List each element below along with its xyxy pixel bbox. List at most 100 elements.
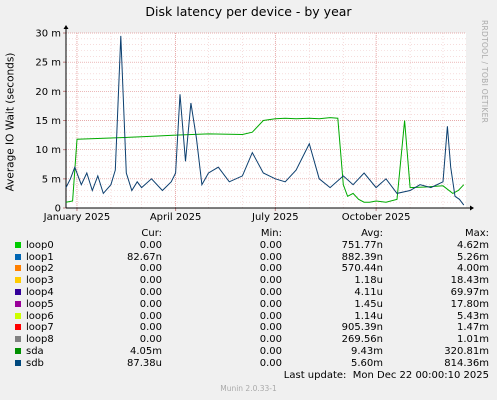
legend-name: loop2	[26, 263, 54, 275]
legend-cur: 87.38u	[127, 357, 162, 369]
legend-name: loop5	[26, 298, 54, 310]
legend-row-loop5: loop5 0.00 0.00 1.45u 17.80m	[12, 299, 492, 311]
x-axis-arrow	[470, 205, 474, 211]
legend-min: 0.00	[259, 345, 282, 357]
x-tick-label: April 2025	[150, 212, 201, 223]
legend-row-loop6: loop6 0.00 0.00 1.14u 5.43m	[12, 311, 492, 323]
legend-header-max: Max:	[464, 228, 489, 239]
legend-header-avg: Avg:	[361, 228, 383, 239]
legend-name: loop6	[26, 310, 54, 322]
legend-swatch	[15, 312, 21, 319]
legend-avg: 5.60m	[350, 357, 383, 369]
legend-row-loop4: loop4 0.00 0.00 4.11u 69.97m	[12, 287, 492, 299]
legend-rows: loop0 0.00 0.00 751.77n 4.62m loop1 82.67n 0.00…	[12, 240, 492, 370]
legend-min: 0.00	[259, 239, 282, 251]
legend-min: 0.00	[259, 298, 282, 310]
legend-row-sda: sda 4.05m 0.00 9.43m 320.81m	[12, 346, 492, 358]
legend-max: 4.62m	[456, 239, 489, 251]
legend-swatch	[15, 288, 21, 295]
series-line-sda	[65, 117, 465, 203]
legend-cur: 0.00	[139, 334, 162, 346]
x-tick-label: January 2025	[43, 212, 111, 223]
legend-min: 0.00	[259, 334, 282, 346]
legend-swatch	[15, 324, 21, 331]
legend-swatch	[15, 359, 21, 366]
legend-row-loop7: loop7 0.00 0.00 905.39n 1.47m	[12, 322, 492, 334]
legend-swatch	[15, 241, 21, 248]
legend-min: 0.00	[259, 310, 282, 322]
legend-cur: 0.00	[139, 263, 162, 275]
y-tick-label: 15 m	[35, 116, 61, 127]
legend-name: sdb	[26, 357, 44, 369]
series-line-sdb	[65, 35, 465, 206]
legend-cur: 82.67n	[127, 251, 162, 263]
legend-header: Cur: Min: Avg: Max:	[12, 228, 492, 240]
legend-avg: 1.18u	[354, 275, 383, 287]
legend-min: 0.00	[259, 275, 282, 287]
legend-cur: 0.00	[139, 275, 162, 287]
y-tick-label: 0	[55, 204, 61, 215]
rrdtool-watermark: RRDTOOL / TOBI OETIKER	[480, 20, 489, 124]
legend-cur: 0.00	[139, 322, 162, 334]
legend-swatch	[15, 265, 21, 272]
legend-row-loop8: loop8 0.00 0.00 269.56n 1.01m	[12, 334, 492, 346]
legend-max: 5.26m	[456, 251, 489, 263]
chart-plot: 0 5 m 10 m 15 m 20 m 25 m 30 m January 2025 Apri…	[35, 25, 474, 223]
chart-title: Disk latency per device - by year	[145, 4, 352, 19]
legend-cur: 0.00	[139, 310, 162, 322]
legend-avg: 1.45u	[354, 298, 383, 310]
legend-name: loop1	[26, 251, 54, 263]
legend-min: 0.00	[259, 286, 282, 298]
y-tick-label: 30 m	[35, 29, 61, 40]
legend-avg: 905.39n	[341, 322, 383, 334]
x-tick-label: July 2025	[251, 212, 299, 223]
legend-min: 0.00	[259, 357, 282, 369]
legend-avg: 570.44n	[341, 263, 383, 275]
legend-max: 1.47m	[456, 322, 489, 334]
munin-version: Munin 2.0.33-1	[220, 384, 277, 393]
legend-max: 320.81m	[444, 345, 489, 357]
legend-swatch	[15, 277, 21, 284]
legend-max: 18.43m	[450, 275, 489, 287]
legend-header-min: Min:	[260, 228, 282, 239]
legend-swatch	[15, 300, 21, 307]
legend-name: loop0	[26, 239, 54, 251]
legend-max: 69.97m	[450, 286, 489, 298]
y-tick-label: 5 m	[42, 174, 61, 185]
legend-name: loop3	[26, 275, 54, 287]
legend-min: 0.00	[259, 322, 282, 334]
legend-max: 5.43m	[456, 310, 489, 322]
y-tick-label: 10 m	[35, 145, 61, 156]
y-tick-label: 20 m	[35, 87, 61, 98]
legend-avg: 1.14u	[354, 310, 383, 322]
legend-avg: 882.39n	[341, 251, 383, 263]
legend-cur: 0.00	[139, 239, 162, 251]
y-axis-arrow	[63, 25, 69, 29]
legend-cur: 4.05m	[129, 345, 162, 357]
legend-swatch	[15, 253, 21, 260]
legend-avg: 4.11u	[354, 286, 383, 298]
legend-row-loop3: loop3 0.00 0.00 1.18u 18.43m	[12, 275, 492, 287]
legend-name: loop7	[26, 322, 54, 334]
y-tick-label: 25 m	[35, 58, 61, 69]
legend-table: Cur: Min: Avg: Max: loop0 0.00 0.00 751.77n…	[12, 228, 492, 381]
legend-avg: 9.43m	[350, 345, 383, 357]
legend-name: sda	[26, 345, 44, 357]
legend-footer: Last update: Mon Dec 22 00:00:10 2025	[12, 370, 492, 382]
legend-row-sdb: sdb 87.38u 0.00 5.60m 814.36m	[12, 358, 492, 370]
legend-name: loop8	[26, 334, 54, 346]
x-tick-label: October 2025	[342, 212, 411, 223]
legend-cur: 0.00	[139, 298, 162, 310]
legend-max: 17.80m	[450, 298, 489, 310]
legend-max: 814.36m	[444, 357, 489, 369]
legend-row-loop2: loop2 0.00 0.00 570.44n 4.00m	[12, 263, 492, 275]
legend-swatch	[15, 347, 21, 354]
legend-swatch	[15, 336, 21, 343]
legend-min: 0.00	[259, 251, 282, 263]
legend-header-cur: Cur:	[141, 228, 162, 239]
legend-row-loop0: loop0 0.00 0.00 751.77n 4.62m	[12, 240, 492, 252]
legend-cur: 0.00	[139, 286, 162, 298]
legend-name: loop4	[26, 286, 54, 298]
legend-avg: 269.56n	[341, 334, 383, 346]
legend-max: 4.00m	[456, 263, 489, 275]
